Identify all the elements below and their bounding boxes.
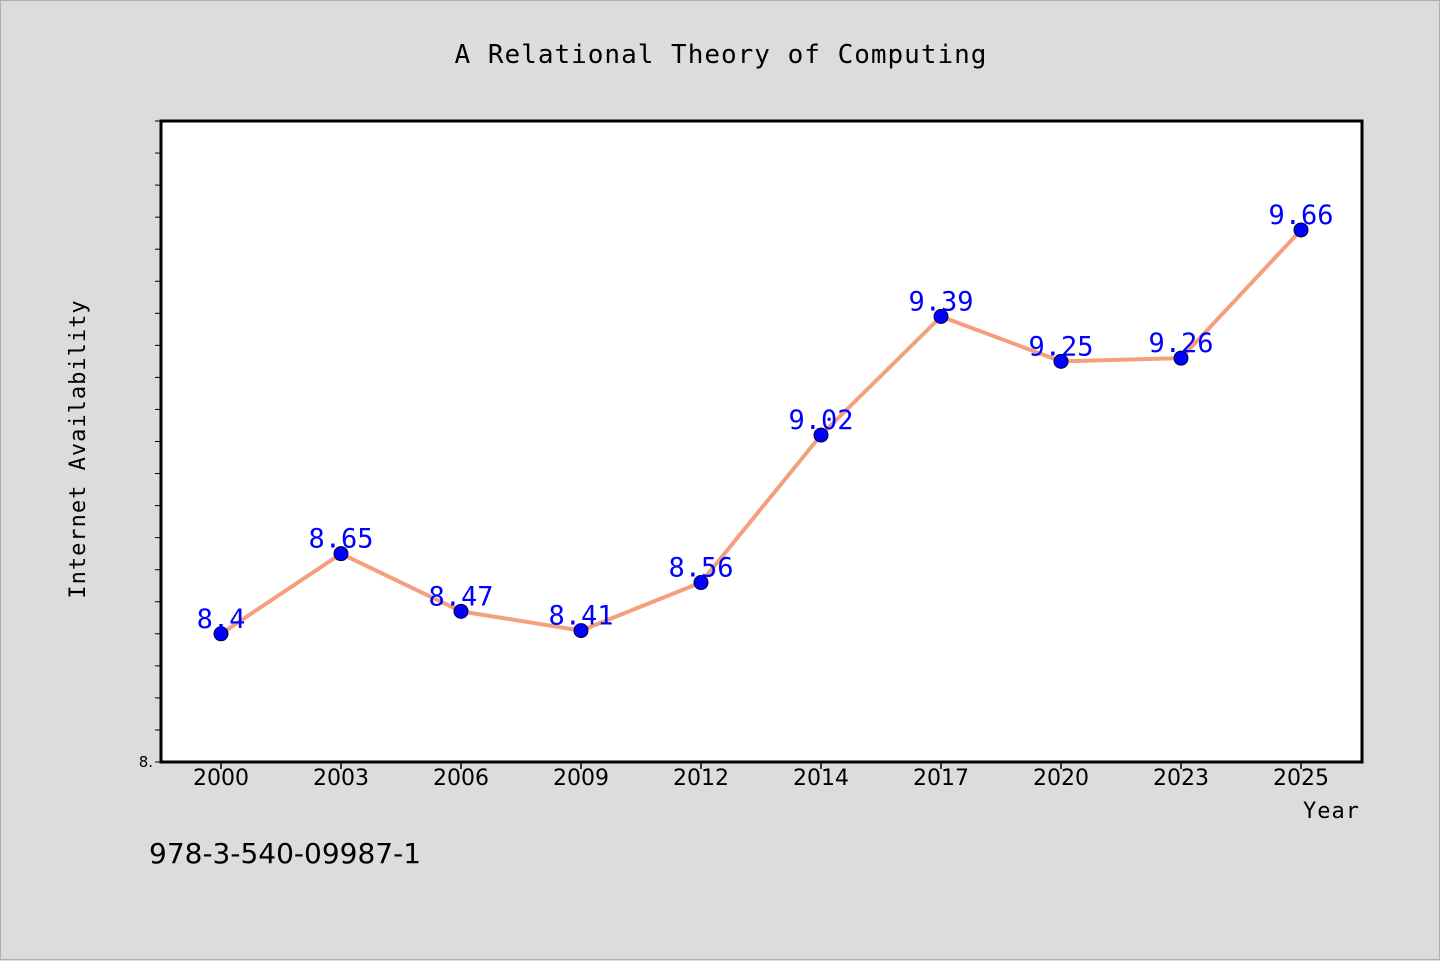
plot-area: [159, 119, 1364, 764]
data-label: 9.02: [788, 405, 853, 436]
data-label: 9.26: [1148, 328, 1213, 359]
x-tick-label: 2000: [193, 766, 249, 791]
x-tick-label: 2006: [433, 766, 489, 791]
series-layer: [213, 222, 1309, 642]
data-label: 8.65: [308, 524, 373, 555]
data-label: 8.47: [428, 581, 493, 612]
y-axis-label: Internet Availability: [66, 299, 91, 598]
chart-title: A Relational Theory of Computing: [455, 40, 988, 70]
data-label: 9.25: [1028, 331, 1093, 362]
x-tick-label: 2003: [313, 766, 369, 791]
x-tick-label: 2023: [1153, 766, 1209, 791]
x-tick-label: 2009: [553, 766, 609, 791]
data-label: 9.66: [1268, 200, 1333, 231]
isbn-text: 978-3-540-09987-1: [149, 837, 421, 870]
data-point: [213, 626, 229, 642]
x-axis-label: Year: [1303, 799, 1360, 824]
data-label: 8.56: [668, 553, 733, 584]
x-tick-label: 2020: [1033, 766, 1089, 791]
data-point: [1053, 353, 1069, 369]
y-axis-ticks: 8.: [139, 120, 161, 771]
data-point: [453, 603, 469, 619]
series-line: [219, 227, 1303, 636]
data-point: [1173, 350, 1189, 366]
data-label: 9.39: [908, 287, 973, 318]
data-point: [693, 575, 709, 591]
x-tick-label: 2017: [913, 766, 969, 791]
data-point: [333, 546, 349, 562]
data-label: 8.4: [197, 604, 246, 635]
data-point: [1293, 222, 1309, 238]
data-point: [813, 427, 829, 443]
data-labels: 8.4 8.65 8.47 8.41 8.56 9.02 9.39 9.25 9.26 9.66: [197, 200, 1334, 635]
x-axis-ticks: 2000 2003 2006 2009 2012 2014 2017 2020 2023 2025: [193, 762, 1329, 791]
x-tick-label: 2012: [673, 766, 729, 791]
y-tick-label: 8.: [139, 753, 153, 771]
data-point: [573, 623, 589, 639]
data-label: 8.41: [548, 601, 613, 632]
data-point: [933, 309, 949, 325]
x-tick-label: 2014: [793, 766, 849, 791]
x-tick-label: 2025: [1273, 766, 1329, 791]
